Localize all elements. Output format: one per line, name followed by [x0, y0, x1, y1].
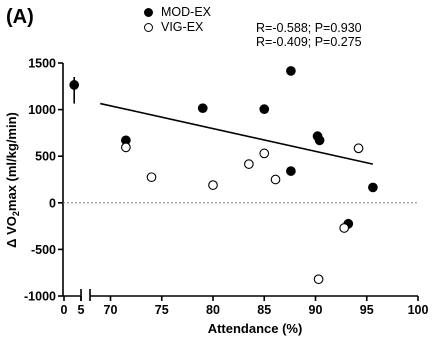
y-tick-label: 1500 — [28, 57, 56, 71]
x-tick-label: 90 — [309, 303, 323, 317]
x-tick-label: 5 — [78, 303, 85, 317]
data-point-mod-ex — [259, 104, 270, 114]
data-point-vig-ex — [244, 159, 254, 169]
legend-label-vig-ex: VIG-EX — [161, 20, 204, 34]
stats-line-mod-ex: R=-0.588; P=0.930 — [256, 21, 362, 35]
correlation-stats: R=-0.588; P=0.930 R=-0.409; P=0.275 — [256, 21, 362, 49]
open-circle-icon — [144, 23, 153, 32]
data-point-vig-ex — [208, 180, 218, 190]
y-tick-label: 500 — [35, 150, 56, 164]
stats-line-vig-ex: R=-0.409; P=0.275 — [256, 35, 362, 49]
x-tick-label: 85 — [257, 303, 271, 317]
legend: MOD-EX VIG-EX — [144, 5, 211, 35]
data-point-vig-ex — [270, 174, 281, 185]
y-tick-label: 1000 — [28, 103, 56, 117]
data-point-vig-ex — [353, 143, 364, 154]
data-point-mod-ex — [286, 166, 296, 176]
legend-item-vig-ex: VIG-EX — [144, 20, 211, 35]
x-axis-label: Attendance (%) — [208, 321, 303, 336]
legend-label-mod-ex: MOD-EX — [161, 5, 211, 19]
data-point-vig-ex — [313, 274, 324, 285]
y-tick-label: -1000 — [24, 290, 56, 304]
legend-item-mod-ex: MOD-EX — [144, 5, 211, 20]
x-tick-label: 0 — [61, 303, 68, 317]
panel-label: (A) — [6, 6, 34, 28]
trend-line — [100, 102, 374, 165]
data-point-mod-ex — [197, 103, 208, 114]
x-tick-label: 80 — [206, 303, 220, 317]
filled-circle-icon — [144, 8, 153, 17]
data-point-mod-ex — [69, 80, 80, 90]
data-point-vig-ex — [146, 172, 157, 183]
data-point-vig-ex — [121, 142, 131, 153]
data-point-mod-ex — [368, 182, 378, 193]
data-point-mod-ex — [286, 66, 296, 76]
data-point-vig-ex — [339, 223, 350, 233]
y-tick-label: -500 — [31, 243, 56, 257]
x-tick-label: 95 — [360, 303, 374, 317]
data-point-vig-ex — [259, 148, 270, 159]
x-tick-label: 75 — [155, 303, 169, 317]
x-tick-label: 70 — [104, 303, 118, 317]
y-axis-label: Δ VO2max (ml/kg/min) — [4, 112, 21, 248]
x-tick-label: 100 — [408, 303, 429, 317]
y-tick-label: 0 — [49, 196, 56, 210]
data-point-mod-ex — [314, 135, 325, 146]
